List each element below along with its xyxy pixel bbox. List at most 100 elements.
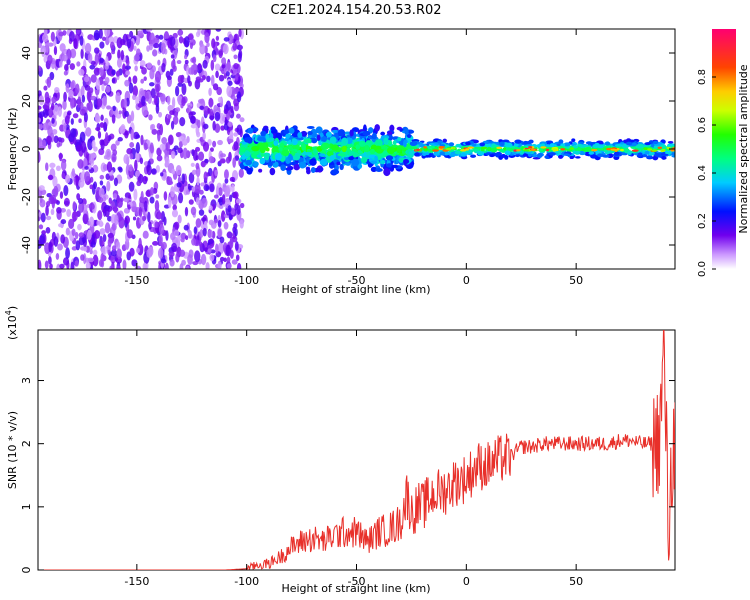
heatmap-cell [126,114,132,124]
heatmap-cell [70,261,75,269]
heatmap-cell [123,197,130,203]
heatmap-cell [111,50,116,55]
heatmap-cell [115,241,121,250]
heatmap-cell [171,209,179,218]
heatmap-cell [212,54,217,63]
heatmap-cell [68,133,75,143]
heatmap-cell [329,155,335,162]
heatmap-cell [136,247,140,254]
heatmap-cell [362,130,371,136]
heatmap-cell [627,151,632,156]
heatmap-cell [651,149,658,152]
heatmap-cell [236,44,243,51]
heatmap-cell [218,49,223,59]
heatmap-cell [487,146,492,152]
heatmap-cell [63,122,67,133]
heatmap-cell [49,71,55,81]
heatmap-cell [204,32,210,44]
heatmap-cell [225,100,232,111]
heatmap-cell [229,130,234,140]
heatmap-cell [229,249,234,259]
heatmap-cell [259,146,266,154]
heatmap-cell [194,79,201,90]
heatmap-cell [95,127,101,132]
heatmap-cell [109,41,115,50]
heatmap-cell [205,262,210,269]
heatmap-cell [202,141,210,152]
heatmap-cell [548,152,556,156]
heatmap-cell [109,265,114,269]
heatmap-cell [56,142,61,148]
heatmap-cell [159,123,164,136]
heatmap-cell [207,229,213,239]
heatmap-cell [318,167,324,172]
heatmap-cell [143,110,149,115]
heatmap-cell [76,61,81,67]
heatmap-cell [225,156,231,164]
snr-y-ticks: 0 1 2 3 [20,377,675,574]
heatmap-cell [416,148,420,152]
heatmap-cell [351,158,360,167]
heatmap-cell [171,199,176,206]
heatmap-cell [157,247,164,259]
heatmap-cell [571,138,576,143]
heatmap-cell [134,159,138,172]
heatmap-cell [106,105,112,110]
heatmap-cell [235,254,240,261]
y-tick-label: 0 [20,567,33,574]
heatmap-cell [349,129,354,137]
heatmap-cell [489,154,495,158]
heatmap-cell [138,237,142,250]
heatmap-cell [575,156,581,159]
heatmap-cell [161,258,167,264]
heatmap-cell [264,152,270,161]
heatmap-cell [438,146,445,149]
heatmap-cell [232,42,238,51]
heatmap-cell [175,164,182,176]
heatmap-cell [620,148,624,152]
heatmap-cell [42,122,49,131]
heatmap-cell [374,155,378,162]
heatmap-cell [38,65,42,72]
heatmap-cell [187,75,191,84]
heatmap-cell [355,144,361,150]
heatmap-cell [326,151,334,157]
heatmap-cell [57,106,62,117]
heatmap-cell [83,246,88,252]
heatmap-cell [104,76,110,84]
heatmap-cell [292,138,298,146]
heatmap-cell [84,171,91,182]
heatmap-cell [176,182,182,188]
heatmap-cell [213,194,219,199]
heatmap-cell [139,60,146,67]
heatmap-cell [523,140,529,145]
heatmap-cell [132,216,137,221]
y-tick-label: 40 [20,46,33,60]
heatmap-cell [184,235,189,241]
heatmap-cell [170,186,175,198]
heatmap-cell [109,174,115,181]
heatmap-cell [558,139,564,144]
heatmap-cell [132,85,138,97]
heatmap-cell [79,35,84,46]
heatmap-cell [667,140,674,144]
heatmap-cell [97,210,103,221]
heatmap-cell [165,142,170,152]
heatmap-cell [227,33,234,45]
heatmap-cell [50,31,55,42]
heatmap-cell [63,70,68,76]
heatmap-cell [156,154,163,162]
heatmap-cell [654,152,659,157]
heatmap-cell [406,134,412,139]
heatmap-cell [207,248,212,253]
heatmap-cell [661,148,666,152]
heatmap-cell [38,138,43,149]
heatmap-cell [50,208,55,215]
heatmap-cell [100,245,108,256]
heatmap-cell [179,116,186,127]
heatmap-cell [183,224,189,231]
heatmap-cell [217,260,222,269]
heatmap-cell [371,132,377,140]
heatmap-cell [59,191,64,199]
heatmap-cell [154,70,162,83]
